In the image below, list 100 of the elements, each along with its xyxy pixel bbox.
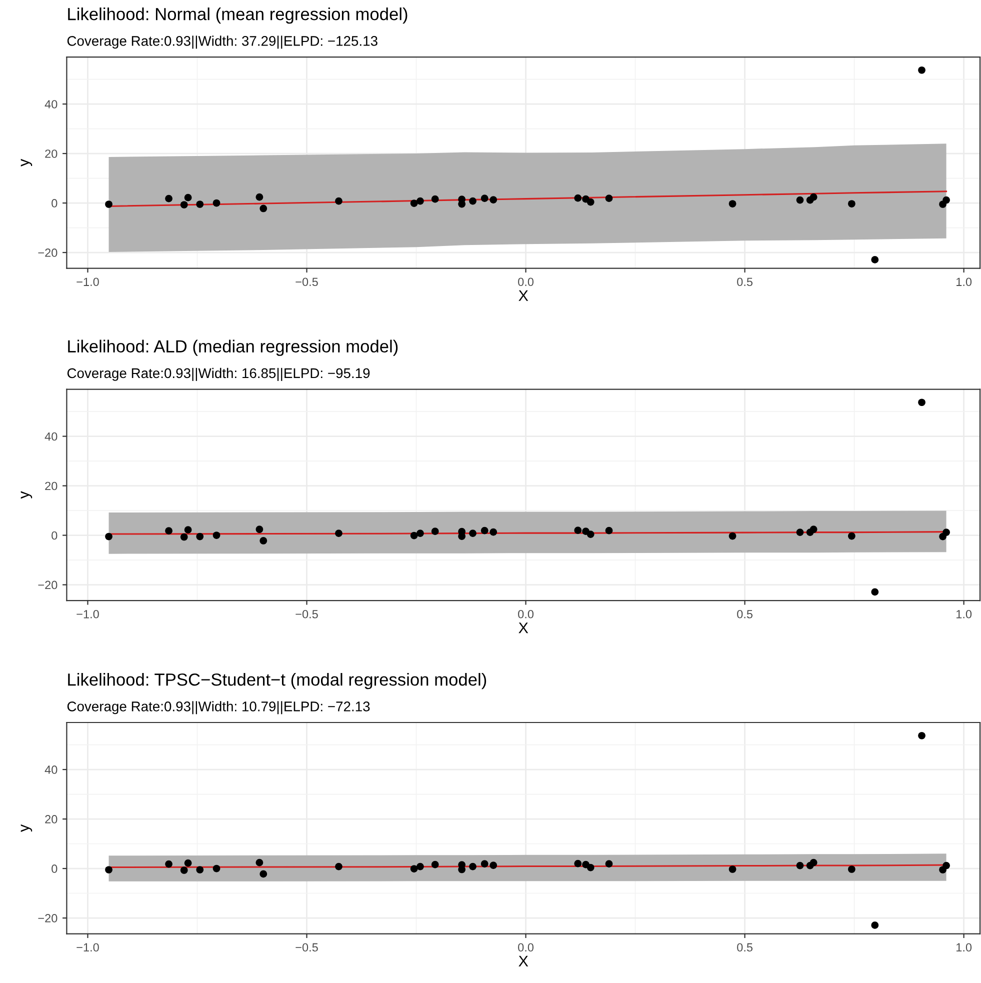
point — [416, 862, 424, 870]
x-axis-title: X — [518, 622, 528, 634]
point — [180, 201, 188, 208]
point — [165, 194, 172, 202]
x-axis-title: X — [518, 956, 528, 966]
point — [469, 862, 476, 870]
y-tick-label: −20 — [38, 914, 58, 922]
x-tick-label: −1.0 — [76, 278, 99, 286]
y-tick-label: 0 — [52, 531, 58, 540]
point — [416, 530, 424, 537]
point — [490, 196, 498, 204]
point — [728, 200, 736, 208]
point — [416, 197, 424, 205]
point — [574, 194, 582, 202]
point — [212, 864, 220, 872]
point — [942, 862, 950, 870]
x-tick-label: 0.5 — [737, 943, 753, 952]
point — [212, 532, 220, 539]
chart-subtitle: Coverage Rate:0.93||Width: 37.29||ELPD: −125.13 — [67, 36, 378, 49]
point — [810, 526, 818, 534]
point — [848, 532, 856, 540]
point — [458, 532, 466, 540]
point — [871, 588, 879, 596]
y-tick-label: 40 — [44, 100, 58, 108]
x-tick-label: −0.5 — [296, 610, 318, 618]
x-tick-label: 1.0 — [956, 943, 972, 952]
point — [260, 537, 268, 544]
x-tick-label: −0.5 — [296, 943, 318, 952]
point — [728, 532, 736, 540]
point — [574, 526, 582, 534]
x-tick-label: 1.0 — [956, 278, 972, 286]
point — [410, 200, 418, 207]
point — [180, 866, 188, 874]
point — [918, 732, 926, 740]
point — [490, 862, 498, 869]
y-tick-label: −20 — [38, 580, 58, 590]
point — [335, 862, 342, 870]
point — [490, 528, 498, 536]
chart-subtitle: Coverage Rate:0.93||Width: 10.79||ELPD: −72.13 — [67, 701, 370, 714]
point — [605, 194, 613, 202]
y-tick-label: 20 — [45, 150, 58, 158]
chart-title: Likelihood: ALD (median regression model) — [68, 340, 398, 356]
point — [165, 527, 172, 534]
point — [586, 530, 594, 538]
point — [871, 256, 879, 264]
point — [165, 860, 172, 868]
y-tick-label: −20 — [38, 248, 58, 257]
y-axis-title: y — [20, 491, 32, 499]
point — [469, 530, 476, 537]
point — [574, 860, 582, 868]
point — [586, 864, 594, 872]
point — [480, 526, 488, 534]
point — [480, 860, 488, 868]
chart-title: Likelihood: TPSC−Student−t (modal regression model) — [68, 672, 486, 690]
point — [335, 197, 342, 205]
x-tick-label: −0.5 — [296, 278, 318, 286]
point — [212, 199, 220, 207]
point — [871, 922, 879, 929]
point — [431, 195, 439, 203]
y-axis-title: y — [20, 158, 32, 166]
point — [918, 398, 926, 406]
y-tick-label: 20 — [45, 482, 58, 490]
x-tick-label: 0.0 — [518, 610, 534, 618]
point — [586, 198, 594, 206]
x-tick-label: 1.0 — [956, 610, 972, 618]
point — [431, 528, 439, 535]
x-tick-label: −1.0 — [76, 943, 99, 952]
point — [480, 194, 488, 202]
chart-subtitle: Coverage Rate:0.93||Width: 16.85||ELPD: −95.19 — [67, 368, 370, 381]
point — [196, 200, 204, 208]
point — [469, 197, 476, 205]
point — [605, 860, 613, 868]
point — [196, 532, 204, 540]
point — [810, 858, 818, 866]
x-axis-title: X — [518, 290, 528, 301]
point — [431, 860, 439, 868]
x-tick-label: −1.0 — [76, 610, 99, 618]
point — [256, 193, 264, 201]
point — [918, 66, 926, 74]
point — [256, 526, 264, 534]
y-tick-label: 0 — [52, 199, 58, 208]
y-tick-label: 40 — [44, 766, 58, 774]
point — [796, 528, 804, 536]
point — [184, 526, 192, 534]
point — [105, 532, 112, 540]
point — [105, 866, 112, 874]
x-tick-label: 0.0 — [518, 943, 534, 952]
point — [196, 866, 204, 874]
point — [728, 866, 736, 873]
point — [605, 526, 613, 534]
point — [260, 870, 268, 878]
point — [942, 196, 950, 204]
chart-title: Likelihood: Normal (mean regression model) — [68, 7, 408, 24]
y-tick-label: 40 — [44, 432, 58, 441]
x-tick-label: 0.5 — [737, 278, 753, 286]
point — [184, 859, 192, 867]
x-tick-label: 0.5 — [737, 610, 753, 618]
point — [848, 866, 856, 873]
point — [796, 196, 804, 204]
point — [105, 200, 112, 208]
